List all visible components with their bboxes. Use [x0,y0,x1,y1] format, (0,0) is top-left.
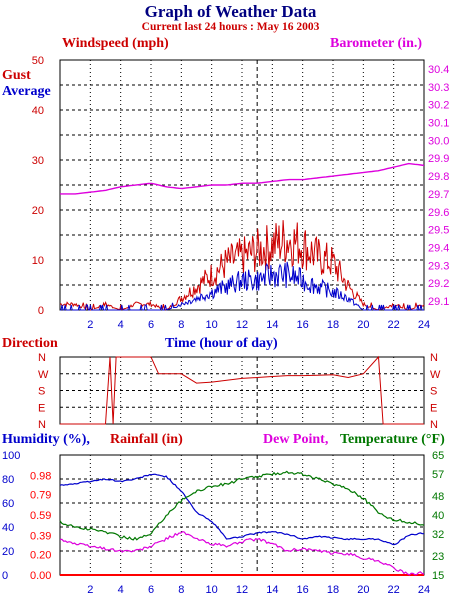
windspeed-tick-label: 20 [32,205,44,217]
direction-line [60,355,424,425]
temperature-tick-label: 23 [432,551,444,563]
time-tick-label: 2 [87,584,93,596]
windspeed-tick-label: 0 [38,305,44,317]
time-tick-label: 12 [236,584,248,596]
legend-gust: Gust [2,68,31,83]
windspeed-tick-label: 30 [32,155,44,167]
time-tick-label: 20 [357,319,369,331]
temperature-tick-label: 48 [432,491,444,503]
direction-tick-label: N [430,352,438,364]
time-tick-label: 18 [327,319,339,331]
direction-tick-label: E [430,402,437,414]
direction-tick-label: N [38,419,46,431]
time-axis-title: Time (hour of day) [165,336,278,351]
legend-average: Average [2,84,51,99]
rainfall-tick-label: 0.20 [30,550,51,562]
time-tick-label: 6 [148,319,154,331]
time-tick-label: 18 [327,584,339,596]
humidity-tick-label: 20 [2,546,14,558]
barometer-tick-label: 29.7 [428,189,449,201]
time-tick-label: 24 [418,319,430,331]
barometer-tick-label: 29.2 [428,278,449,290]
time-tick-label: 20 [357,584,369,596]
windspeed-tick-label: 40 [32,105,44,117]
barometer-tick-label: 29.6 [428,207,449,219]
direction-tick-label: S [38,386,45,398]
dewpoint-axis-title: Dew Point, [263,432,329,447]
barometer-tick-label: 29.1 [428,296,449,308]
rainfall-tick-label: 0.98 [30,470,51,482]
barometer-tick-label: 29.4 [428,243,449,255]
dewpoint-line [59,531,425,576]
rainfall-tick-label: 0.39 [30,530,51,542]
windspeed-tick-label: 50 [32,55,44,67]
rainfall-tick-label: 0.00 [30,570,51,582]
time-tick-label: 24 [418,584,430,596]
gust-line [59,220,425,311]
average-line [60,261,424,311]
temperature-tick-label: 32 [432,529,444,541]
time-tick-label: 4 [118,584,124,596]
barometer-tick-label: 30.1 [428,118,449,130]
time-tick-label: 8 [178,584,184,596]
time-tick-label: 8 [178,319,184,331]
direction-tick-label: N [38,352,46,364]
direction-tick-label: W [38,369,49,381]
time-tick-label: 10 [206,584,218,596]
barometer-tick-label: 30.3 [428,82,449,94]
temperature-tick-label: 15 [432,570,444,582]
time-tick-label: 10 [206,319,218,331]
direction-tick-label: N [430,419,438,431]
barometer-axis-title: Barometer (in.) [330,36,423,51]
time-tick-label: 22 [388,584,400,596]
time-tick-label: 14 [266,319,278,331]
barometer-tick-label: 29.9 [428,153,449,165]
humidity-tick-label: 100 [2,450,20,462]
direction-tick-label: E [38,402,45,414]
barometer-tick-label: 30.0 [428,135,449,147]
time-tick-label: 16 [297,584,309,596]
temperature-tick-label: 65 [432,450,444,462]
rainfall-tick-label: 0.59 [30,510,51,522]
temperature-tick-label: 57 [432,469,444,481]
time-tick-label: 16 [297,319,309,331]
humidity-tick-label: 60 [2,498,14,510]
humidity-axis-title: Humidity (%), [2,432,90,447]
rainfall-tick-label: 0.79 [30,490,51,502]
time-tick-label: 2 [87,319,93,331]
time-tick-label: 12 [236,319,248,331]
time-tick-label: 14 [266,584,278,596]
temperature-tick-label: 40 [432,510,444,522]
barometer-tick-label: 29.3 [428,260,449,272]
time-tick-label: 22 [388,319,400,331]
direction-tick-label: S [430,386,437,398]
barometer-line [60,162,425,195]
temperature-line [59,470,425,541]
direction-tick-label: W [430,369,441,381]
humidity-line [59,473,425,546]
time-tick-label: 4 [118,319,124,331]
barometer-tick-label: 30.4 [428,64,449,76]
page-title: Graph of Weather Data [144,2,317,21]
direction-panel-title: Direction [2,336,58,351]
page-subtitle: Current last 24 hours : May 16 2003 [141,21,320,33]
windspeed-tick-label: 10 [32,255,44,267]
temperature-axis-title: Temperature (°F) [340,432,445,447]
barometer-tick-label: 29.5 [428,225,449,237]
humidity-tick-label: 40 [2,522,14,534]
humidity-tick-label: 0 [2,570,8,582]
humidity-tick-label: 80 [2,474,14,486]
rainfall-axis-title: Rainfall (in) [110,432,183,447]
windspeed-axis-title: Windspeed (mph) [62,36,169,51]
barometer-tick-label: 29.8 [428,171,449,183]
time-tick-label: 6 [148,584,154,596]
barometer-tick-label: 30.2 [428,100,449,112]
